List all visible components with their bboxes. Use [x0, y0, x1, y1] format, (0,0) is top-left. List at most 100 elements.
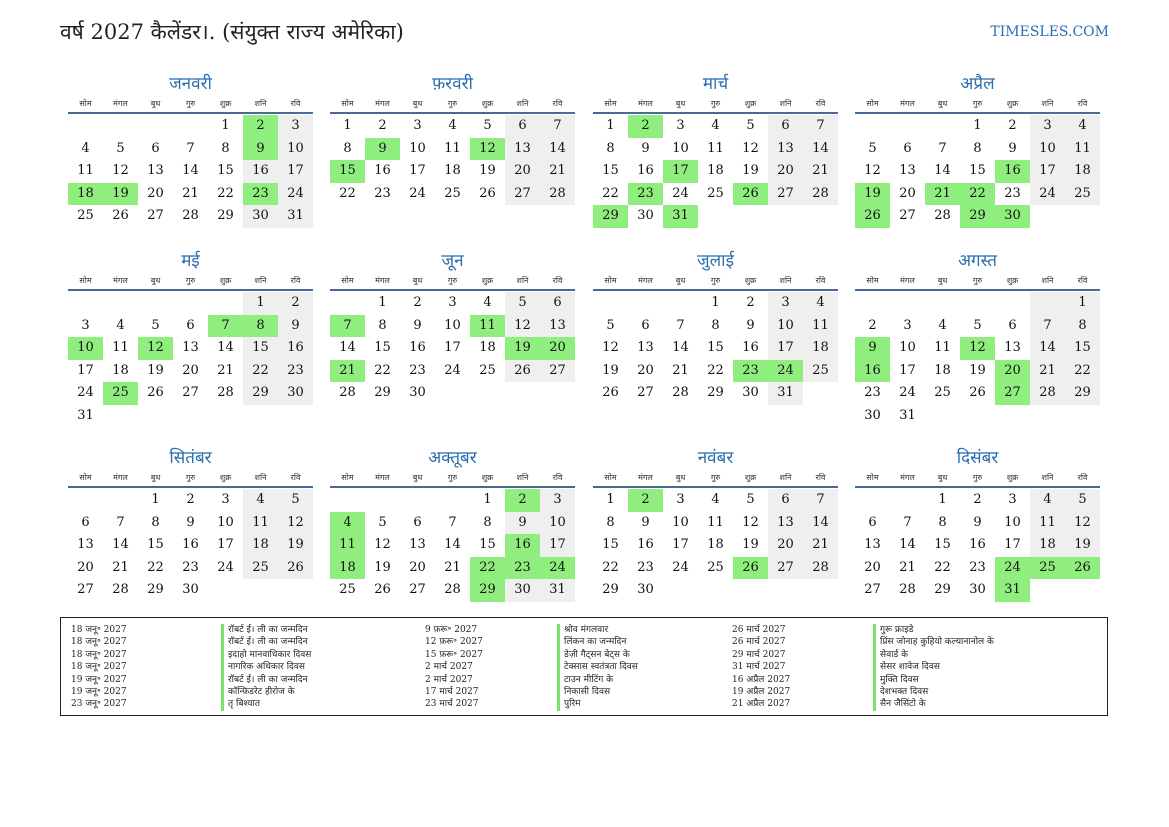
day-cell[interactable]: 20: [637, 362, 654, 378]
day-cell[interactable]: 29: [217, 208, 234, 223]
day-cell[interactable]: 27: [409, 582, 426, 597]
day-cell[interactable]: 18: [707, 163, 724, 178]
day-cell[interactable]: 20: [768, 534, 803, 557]
day-cell[interactable]: 8: [221, 140, 230, 156]
day-cell[interactable]: 31: [768, 382, 803, 405]
day-cell[interactable]: 9: [278, 314, 313, 337]
day-cell[interactable]: 27: [77, 582, 94, 597]
day-cell[interactable]: 6: [641, 317, 650, 333]
day-cell[interactable]: 25: [1065, 182, 1100, 205]
day-cell[interactable]: 2: [746, 295, 755, 310]
day-cell[interactable]: 13: [864, 537, 881, 552]
day-cell[interactable]: 7: [448, 514, 457, 530]
day-cell[interactable]: 2: [413, 295, 422, 310]
day-cell[interactable]: 14: [803, 511, 838, 534]
day-cell[interactable]: 26: [505, 359, 540, 382]
day-cell[interactable]: 28: [672, 385, 689, 400]
day-cell[interactable]: 26: [112, 208, 129, 223]
day-cell[interactable]: 9: [641, 140, 650, 156]
day-cell[interactable]: 3: [413, 118, 422, 133]
day-cell[interactable]: 5: [151, 317, 160, 333]
day-cell[interactable]: 2: [1008, 118, 1017, 133]
day-cell[interactable]: 5: [868, 140, 877, 156]
day-cell[interactable]: 5: [278, 489, 313, 512]
day-cell[interactable]: 29: [602, 582, 619, 597]
day-cell[interactable]: 8: [711, 317, 720, 333]
day-cell[interactable]: 18: [68, 182, 103, 205]
day-cell[interactable]: 1: [606, 118, 615, 133]
day-cell[interactable]: 18: [934, 362, 951, 378]
day-cell[interactable]: 1: [378, 295, 387, 310]
day-cell[interactable]: 21: [330, 359, 365, 382]
day-cell[interactable]: 17: [77, 362, 94, 378]
day-cell[interactable]: 16: [243, 160, 278, 183]
day-cell[interactable]: 22: [243, 359, 278, 382]
day-cell[interactable]: 5: [378, 514, 387, 530]
day-cell[interactable]: 31: [540, 579, 575, 602]
day-cell[interactable]: 29: [934, 582, 951, 597]
day-cell[interactable]: 11: [1065, 137, 1100, 160]
day-cell[interactable]: 8: [973, 140, 982, 156]
day-cell[interactable]: 10: [540, 511, 575, 534]
day-cell[interactable]: 8: [243, 314, 278, 337]
day-cell[interactable]: 11: [243, 511, 278, 534]
day-cell[interactable]: 21: [540, 160, 575, 183]
day-cell[interactable]: 22: [960, 182, 995, 205]
day-cell[interactable]: 10: [672, 514, 689, 530]
day-cell[interactable]: 11: [707, 140, 724, 156]
day-cell[interactable]: 8: [1065, 314, 1100, 337]
day-cell[interactable]: 26: [479, 185, 496, 201]
day-cell[interactable]: 26: [969, 385, 986, 400]
day-cell[interactable]: 22: [339, 185, 356, 201]
day-cell[interactable]: 28: [540, 182, 575, 205]
day-cell[interactable]: 3: [448, 295, 457, 310]
day-cell[interactable]: 23: [1004, 185, 1021, 201]
day-cell[interactable]: 14: [672, 340, 689, 355]
day-cell[interactable]: 30: [505, 579, 540, 602]
day-cell[interactable]: 30: [995, 205, 1030, 228]
day-cell[interactable]: 17: [278, 160, 313, 183]
day-cell[interactable]: 4: [711, 492, 720, 507]
day-cell[interactable]: 28: [934, 208, 951, 223]
day-cell[interactable]: 19: [103, 182, 138, 205]
day-cell[interactable]: 9: [243, 137, 278, 160]
day-cell[interactable]: 22: [707, 362, 724, 378]
day-cell[interactable]: 29: [1065, 382, 1100, 405]
day-cell[interactable]: 7: [1030, 314, 1065, 337]
day-cell[interactable]: 29: [243, 382, 278, 405]
day-cell[interactable]: 21: [1030, 359, 1065, 382]
day-cell[interactable]: 17: [899, 362, 916, 378]
day-cell[interactable]: 15: [934, 537, 951, 552]
day-cell[interactable]: 4: [116, 317, 125, 333]
day-cell[interactable]: 13: [768, 137, 803, 160]
day-cell[interactable]: 26: [855, 205, 890, 228]
day-cell[interactable]: 6: [81, 514, 90, 530]
day-cell[interactable]: 25: [103, 382, 138, 405]
day-cell[interactable]: 19: [602, 362, 619, 378]
day-cell[interactable]: 22: [602, 185, 619, 201]
day-cell[interactable]: 13: [409, 537, 426, 552]
day-cell[interactable]: 13: [182, 340, 199, 355]
day-cell[interactable]: 2: [278, 292, 313, 315]
day-cell[interactable]: 13: [505, 137, 540, 160]
day-cell[interactable]: 10: [444, 317, 461, 333]
day-cell[interactable]: 21: [672, 362, 689, 378]
day-cell[interactable]: 6: [903, 140, 912, 156]
day-cell[interactable]: 8: [606, 514, 615, 530]
day-cell[interactable]: 4: [483, 295, 492, 310]
day-cell[interactable]: 18: [1065, 160, 1100, 183]
day-cell[interactable]: 22: [602, 559, 619, 575]
day-cell[interactable]: 28: [112, 582, 129, 597]
day-cell[interactable]: 8: [606, 140, 615, 156]
day-cell[interactable]: 7: [803, 115, 838, 138]
day-cell[interactable]: 27: [182, 385, 199, 400]
day-cell[interactable]: 25: [803, 359, 838, 382]
day-cell[interactable]: 7: [540, 115, 575, 138]
day-cell[interactable]: 30: [182, 582, 199, 597]
day-cell[interactable]: 22: [374, 362, 391, 378]
day-cell[interactable]: 21: [444, 559, 461, 575]
day-cell[interactable]: 17: [768, 337, 803, 360]
day-cell[interactable]: 2: [505, 489, 540, 512]
day-cell[interactable]: 20: [77, 559, 94, 575]
day-cell[interactable]: 1: [243, 292, 278, 315]
